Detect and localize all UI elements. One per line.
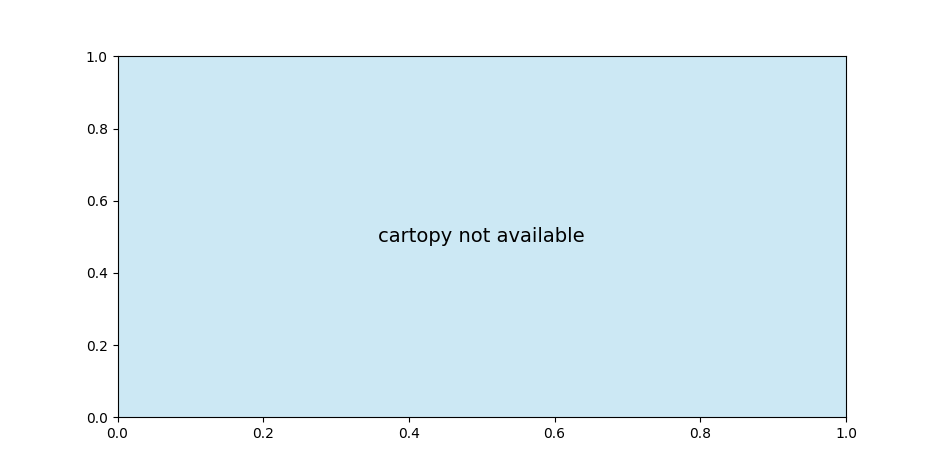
Text: cartopy not available: cartopy not available <box>379 227 585 246</box>
